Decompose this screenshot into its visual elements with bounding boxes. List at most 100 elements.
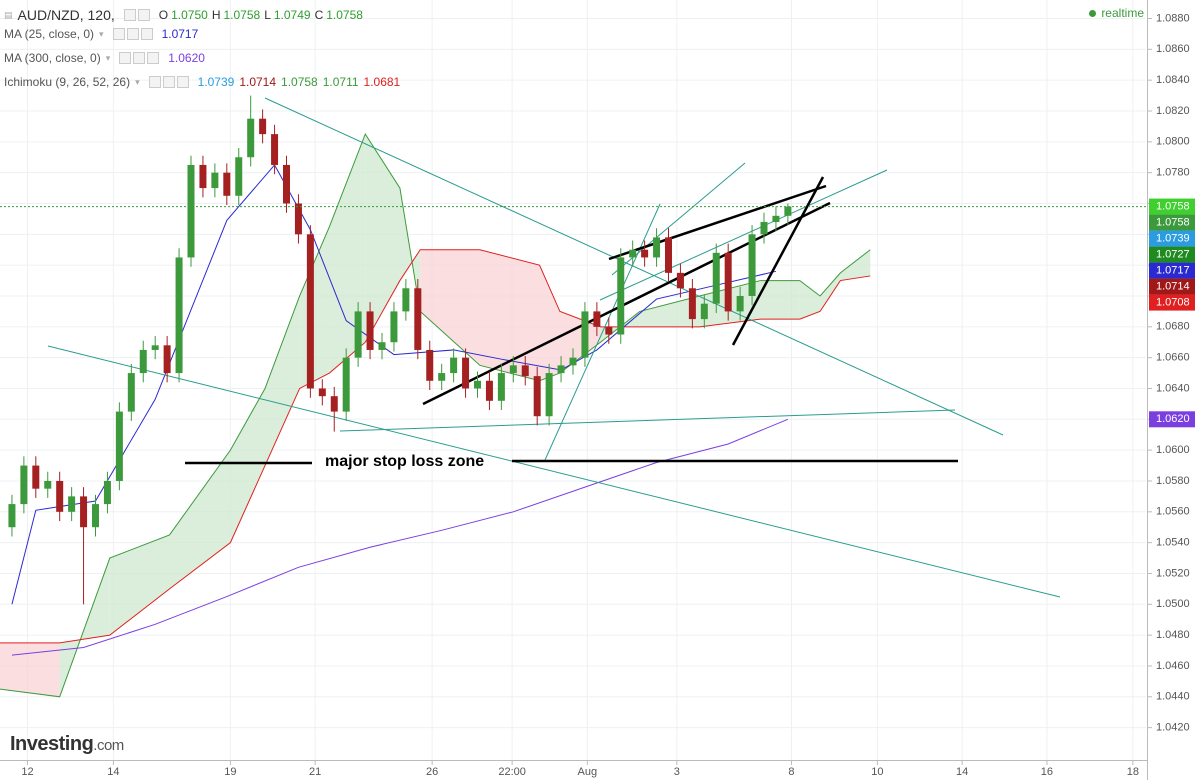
x-tick-label: 10 — [871, 766, 883, 778]
x-tick-label: 26 — [426, 766, 438, 778]
candle-body — [485, 380, 493, 401]
candle-body — [462, 357, 470, 389]
ma-line — [11, 164, 777, 605]
candle-body — [175, 257, 183, 374]
indicator-row: Ichimoku (9, 26, 52, 26) ▾ 1.0739 1.0714 1.0… — [4, 73, 400, 91]
cloud-segment — [169, 450, 231, 589]
candle-body — [151, 345, 159, 350]
cloud-segment — [559, 311, 601, 374]
price-label-box — [1149, 411, 1195, 428]
candle-body — [8, 504, 16, 528]
indicator-icons[interactable] — [112, 28, 153, 40]
cloud-segment — [539, 265, 560, 381]
candle-body — [163, 345, 171, 374]
cloud-segment — [799, 280, 821, 320]
candle-body — [294, 203, 302, 235]
indicator-icons[interactable] — [119, 52, 160, 64]
x-tick-label: Aug — [578, 766, 598, 778]
y-tick-label: 1.0680 — [1156, 321, 1190, 333]
cloud-segment — [109, 534, 170, 636]
collapse-icon[interactable]: ▤ — [4, 10, 13, 20]
candle-body — [211, 172, 219, 189]
y-tick-label: 1.0540 — [1156, 537, 1190, 549]
ohlc-key: O — [158, 8, 169, 22]
candle-body — [545, 373, 553, 417]
ohlc-key: L — [264, 8, 271, 22]
candle-body — [56, 480, 64, 512]
candle-body — [330, 396, 338, 412]
trendline — [47, 345, 1061, 598]
ohlc-value: 1.0750 — [171, 8, 208, 22]
candle-body — [390, 311, 398, 343]
indicator-value: 1.0681 — [363, 75, 401, 89]
candle-body — [474, 380, 481, 389]
price-label: 1.0717 — [1156, 264, 1190, 276]
y-tick-label: 1.0440 — [1156, 691, 1190, 703]
price-label-box — [1149, 214, 1195, 231]
y-tick-label: 1.0460 — [1156, 660, 1190, 672]
candle-body — [306, 234, 314, 389]
candle-body — [199, 164, 207, 189]
y-tick-label: 1.0560 — [1156, 506, 1190, 518]
y-tick-label: 1.0480 — [1156, 629, 1190, 641]
candle-body — [784, 206, 792, 216]
x-tick-label: 16 — [1041, 766, 1053, 778]
candle-body — [736, 295, 744, 312]
watermark-name: Investing — [10, 733, 94, 755]
x-tick-label: 14 — [956, 766, 968, 778]
price-label: 1.0758 — [1156, 216, 1190, 228]
legend-icons[interactable] — [123, 9, 150, 21]
indicator-value: 1.0717 — [161, 27, 199, 41]
candle-body — [259, 118, 267, 135]
x-tick-label: 12 — [21, 766, 33, 778]
y-tick-label: 1.0820 — [1156, 105, 1190, 117]
candle-body — [641, 249, 649, 258]
cloud-segment — [365, 134, 400, 343]
candle-body — [414, 288, 422, 350]
indicator-name: Ichimoku (9, 26, 52, 26) — [4, 75, 131, 89]
indicator-row: MA (25, close, 0) ▾ 1.0717 — [4, 25, 198, 43]
indicator-lines — [11, 164, 789, 656]
candle-body — [247, 118, 255, 158]
candle-body — [497, 373, 505, 401]
cloud-segment — [420, 249, 480, 366]
x-tick-label: 3 — [674, 766, 680, 778]
candle-body — [271, 134, 279, 165]
y-tick-label: 1.0420 — [1156, 722, 1190, 734]
price-label: 1.0727 — [1156, 248, 1190, 260]
status-text: realtime — [1101, 6, 1144, 20]
candle-body — [533, 376, 541, 417]
candle-body — [653, 237, 661, 258]
candle-body — [617, 257, 625, 335]
price-label: 1.0714 — [1156, 280, 1190, 292]
price-label-box — [1149, 262, 1195, 279]
cloud-segment — [820, 272, 841, 312]
candle-body — [629, 249, 637, 258]
ohlc-value: 1.0749 — [273, 8, 311, 22]
candle-body — [676, 272, 684, 289]
ohlc: O 1.0750 H 1.0758 L 1.0749 C 1.0758 — [159, 6, 367, 24]
candle-body — [450, 357, 458, 374]
y-tick-label: 1.0580 — [1156, 475, 1190, 487]
candle-body — [748, 234, 756, 296]
caret: ▾ — [99, 29, 104, 39]
ohlc-key: C — [314, 8, 324, 22]
x-tick-label: 21 — [309, 766, 321, 778]
price-label-box — [1149, 246, 1195, 263]
candle-body — [569, 357, 577, 366]
candle-body — [44, 480, 52, 489]
candle-body — [127, 373, 135, 412]
candle-body — [402, 288, 410, 312]
cloud-span — [0, 133, 871, 698]
candle-body — [32, 465, 40, 489]
y-tick-label: 1.0600 — [1156, 444, 1190, 456]
wedge-line — [608, 184, 827, 261]
watermark: Investing.com — [10, 733, 124, 756]
candle-body — [92, 504, 99, 528]
candle-body — [20, 465, 28, 505]
candle-body — [688, 288, 696, 320]
price-label: 1.0620 — [1156, 413, 1190, 425]
indicator-icons[interactable] — [148, 76, 189, 88]
candles — [8, 95, 792, 605]
